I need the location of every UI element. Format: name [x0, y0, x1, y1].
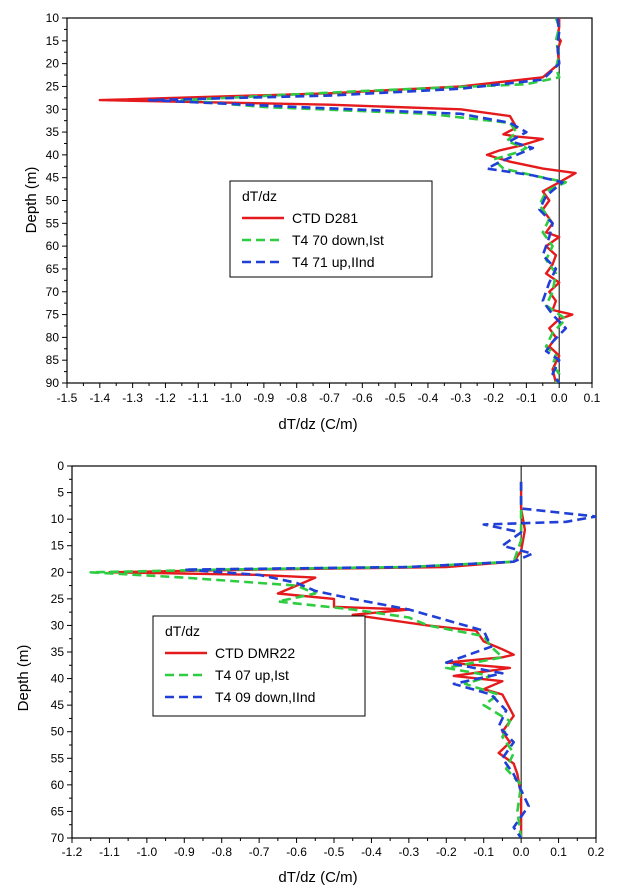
chart-1-legend-label-2: T4 70 down,Ist: [292, 232, 384, 248]
chart-2-legend-title: dT/dz: [165, 623, 200, 639]
chart-2-x-tick-label: -1.2: [62, 845, 83, 859]
chart-1-y-tick-label: 60: [46, 239, 60, 253]
chart-1-x-tick-label: -0.3: [450, 391, 471, 405]
chart-2-x-tick-label: -0.5: [324, 845, 345, 859]
chart-1-x-tick-label: -1.3: [122, 391, 143, 405]
chart-bottom: -1.2 -1.1 -1.0 -0.9 -0.8 -0.7 -0.6 -0.5 -0.4 -0.3…: [15, 459, 605, 886]
chart-2-x-tick-label: 0.1: [550, 845, 567, 859]
chart-2-y-axis-title: Depth (m): [15, 645, 32, 712]
chart-2-x-tick-label: -0.1: [473, 845, 494, 859]
chart-2-x-tick-label: -0.4: [361, 845, 382, 859]
chart-2-x-axis-title: dT/dz (C/m): [278, 869, 357, 886]
chart-1-y-tick-label: 70: [46, 285, 60, 299]
chart-1-y-tick-label: 30: [46, 102, 60, 116]
chart-2-legend-box: [152, 615, 366, 717]
chart-1-y-tick-label: 20: [46, 57, 60, 71]
chart-1-legend-label-3: T4 71 up,IInd: [292, 254, 375, 270]
chart-2-x-tick-label: 0.2: [588, 845, 605, 859]
chart-2-y-tick-label: 60: [51, 778, 65, 792]
chart-1-x-tick-label: -0.4: [418, 391, 439, 405]
chart-2-x-tick-label: -1.0: [137, 845, 158, 859]
chart-1-y-tick-label: 40: [46, 148, 60, 162]
chart-top: -1.5 -1.4 -1.3 -1.2 -1.1 -1.0 -0.9 -0.8 -0.7 -0.6…: [23, 11, 601, 433]
chart-1-x-tick-label: -0.9: [254, 391, 275, 405]
chart-2-series-3-line: [183, 481, 596, 838]
chart-1-x-tick-label: -0.7: [319, 391, 340, 405]
chart-2-series-2-line: [89, 481, 523, 838]
chart-2-legend-label-2: T4 07 up,Ist: [215, 667, 289, 683]
chart-2-x-tick-label: -0.2: [436, 845, 457, 859]
chart-2-x-tick-label: 0.0: [513, 845, 530, 859]
chart-1-y-tick-label: 10: [46, 11, 60, 25]
chart-1-series-3-line: [147, 18, 568, 383]
chart-2-y-tick-label: 15: [51, 539, 65, 553]
chart-2-y-tick-label: 25: [51, 592, 65, 606]
chart-1-x-tick-label: -0.5: [385, 391, 406, 405]
chart-1-x-tick-label: -0.8: [286, 391, 307, 405]
chart-2-y-tick-label: 20: [51, 565, 65, 579]
chart-2-x-tick-label: -0.8: [211, 845, 232, 859]
chart-1-y-axis-title: Depth (m): [23, 167, 40, 234]
chart-1-y-tick-label: 15: [46, 34, 60, 48]
chart-1-y-tick-label: 35: [46, 125, 60, 139]
chart-2-legend-label-3: T4 09 down,IInd: [215, 689, 315, 705]
chart-1-legend-title: dT/dz: [242, 188, 277, 204]
chart-1-x-tick-label: -1.0: [221, 391, 242, 405]
chart-2-y-tick-label: 70: [51, 831, 65, 845]
chart-1-y-tick-label: 80: [46, 330, 60, 344]
chart-1-x-tick-label: 0.1: [584, 391, 601, 405]
chart-1-x-tick-label: -1.5: [57, 391, 78, 405]
chart-2-x-tick-label: -0.7: [249, 845, 270, 859]
chart-1-y-tick-label: 50: [46, 194, 60, 208]
chart-2-y-tick-label: 45: [51, 698, 65, 712]
chart-1-x-tick-label: -0.2: [483, 391, 504, 405]
chart-2-y-tick-label: 50: [51, 725, 65, 739]
chart-2-y-tick-label: 35: [51, 645, 65, 659]
chart-1-y-tick-label: 75: [46, 308, 60, 322]
chart-1-y-tick-label: 90: [46, 376, 60, 390]
chart-1-x-tick-label: -0.1: [516, 391, 537, 405]
chart-1-y-tick-label: 65: [46, 262, 60, 276]
chart-2-legend-label-1: CTD DMR22: [215, 645, 295, 661]
chart-2-y-tick-label: 55: [51, 751, 65, 765]
chart-1-legend-label-1: CTD D281: [292, 210, 358, 226]
chart-1-series-2-line: [180, 18, 568, 383]
chart-2-x-tick-label: -0.3: [399, 845, 420, 859]
chart-2-y-tick-label: 0: [57, 459, 64, 473]
chart-1-x-tick-label: -0.6: [352, 391, 373, 405]
chart-2-y-tick-label: 30: [51, 618, 65, 632]
chart-2-y-tick-label: 5: [57, 486, 64, 500]
chart-1-x-axis-title: dT/dz (C/m): [278, 416, 357, 433]
chart-2-x-tick-label: -1.1: [99, 845, 120, 859]
chart-1-y-tick-label: 55: [46, 216, 60, 230]
chart-2-x-tick-label: -0.9: [174, 845, 195, 859]
chart-1-y-tick-label: 45: [46, 171, 60, 185]
chart-2-y-tick-label: 40: [51, 672, 65, 686]
chart-1-y-tick-label: 25: [46, 79, 60, 93]
chart-2-y-tick-label: 10: [51, 512, 65, 526]
chart-2-x-tick-label: -0.6: [286, 845, 307, 859]
chart-2-y-tick-label: 65: [51, 804, 65, 818]
chart-1-x-tick-label: 0.0: [551, 391, 568, 405]
chart-1-x-tick-label: -1.1: [188, 391, 209, 405]
chart-1-y-tick-label: 85: [46, 353, 60, 367]
chart-1-x-tick-label: -1.4: [89, 391, 110, 405]
chart-1-x-tick-label: -1.2: [155, 391, 176, 405]
